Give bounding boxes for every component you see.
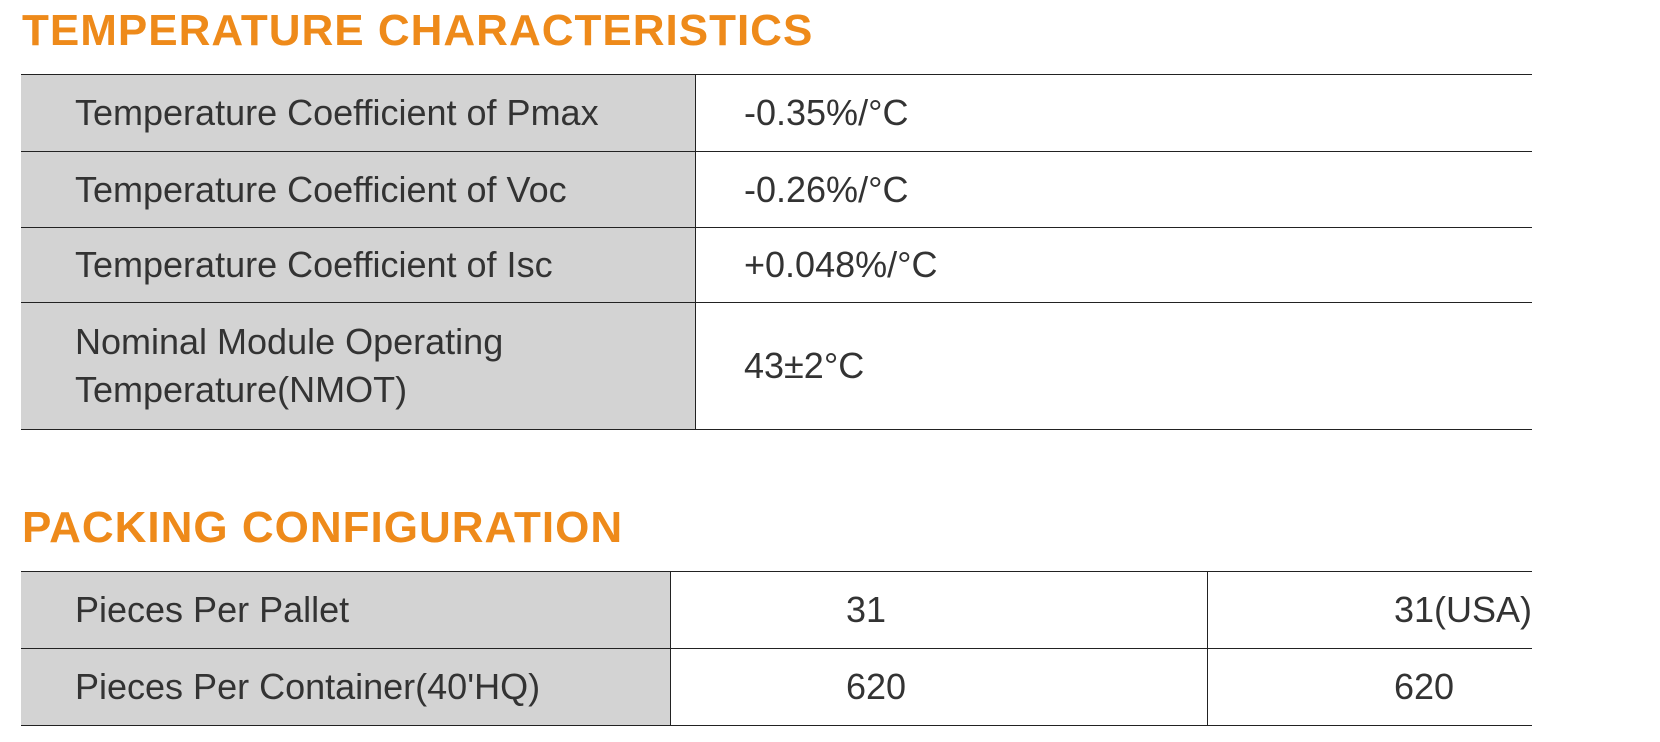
label: Pieces Per Container(40'HQ) [21, 648, 671, 726]
row: Nominal Module Operating Temperature(NMO… [21, 302, 1532, 430]
packing-table: Pieces Per Pallet 31 31(USA) Pieces Per Co… [21, 571, 1532, 726]
label: Pieces Per Pallet [21, 571, 671, 649]
row: Pieces Per Container(40'HQ) 620 620 [21, 648, 1532, 726]
label: Temperature Coefficient of Voc [21, 151, 696, 228]
section-title: TEMPERATURE CHARACTERISTICS [22, 6, 814, 55]
row: Temperature Coefficient of Isc +0.048%/°C [21, 227, 1532, 303]
value: -0.26%/°C [695, 151, 1532, 228]
value: 620 [670, 648, 1208, 726]
value: 43±2°C [695, 302, 1532, 430]
section-title: PACKING CONFIGURATION [22, 503, 624, 552]
value: 620 [1207, 648, 1532, 726]
value: +0.048%/°C [695, 227, 1532, 303]
row: Pieces Per Pallet 31 31(USA) [21, 571, 1532, 649]
label: Nominal Module Operating Temperature(NMO… [21, 302, 696, 430]
value: 31(USA) [1207, 571, 1532, 649]
row: Temperature Coefficient of Voc -0.26%/°C [21, 151, 1532, 228]
value: 31 [670, 571, 1208, 649]
value: -0.35%/°C [695, 74, 1532, 152]
label: Temperature Coefficient of Isc [21, 227, 696, 303]
row: Temperature Coefficient of Pmax -0.35%/°C [21, 74, 1532, 152]
temperature-table: Temperature Coefficient of Pmax -0.35%/°C… [21, 74, 1532, 430]
label: Temperature Coefficient of Pmax [21, 74, 696, 152]
